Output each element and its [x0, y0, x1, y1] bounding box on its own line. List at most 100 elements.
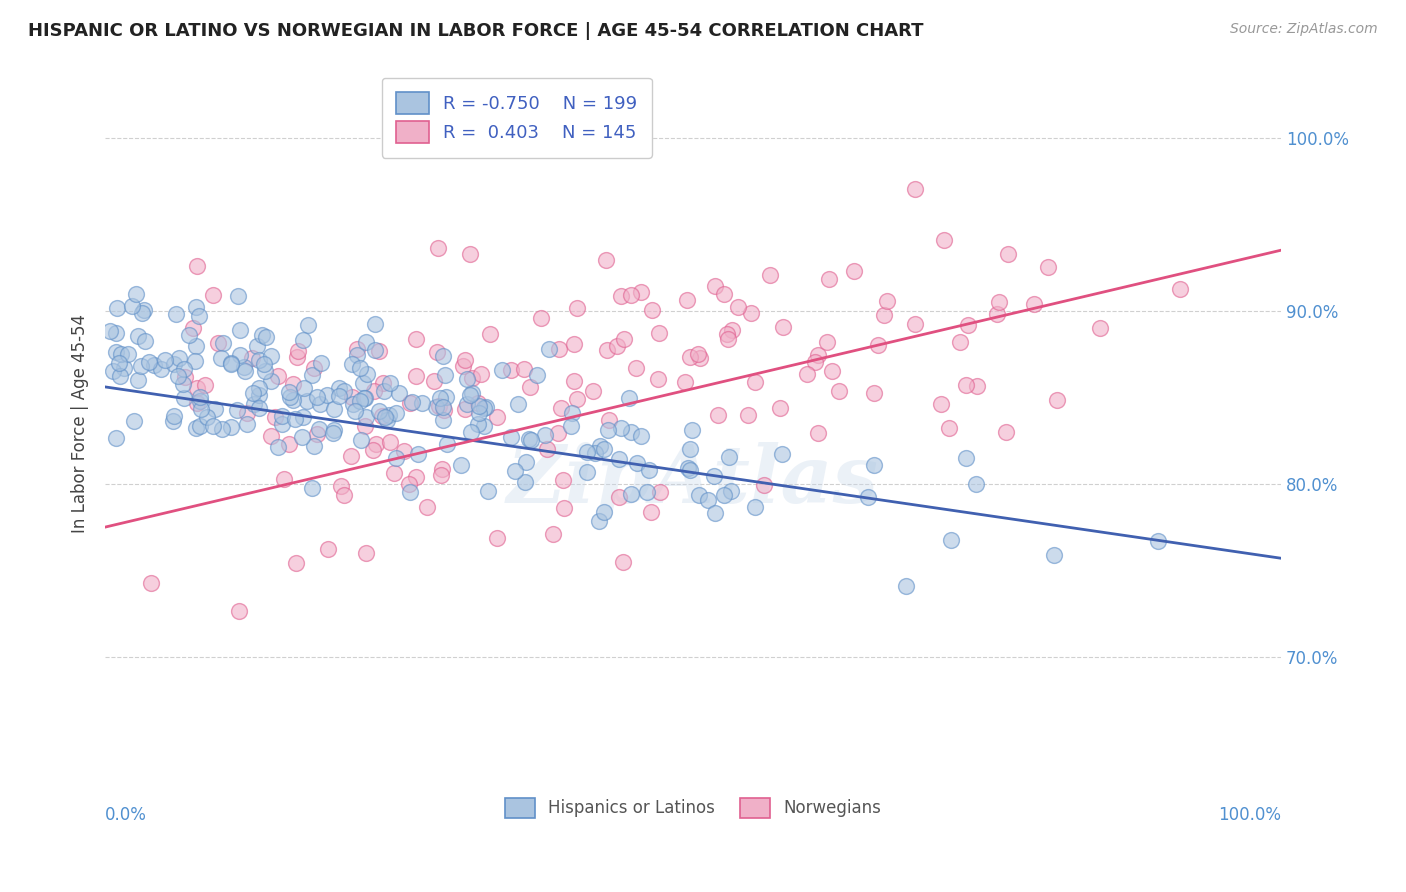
Point: [186, 381, 208, 395]
Point: [188, 390, 211, 404]
Point: [472, 401, 495, 416]
Point: [828, 384, 851, 398]
Point: [363, 384, 385, 398]
Point: [129, 359, 152, 374]
Point: [105, 301, 128, 315]
Point: [863, 458, 886, 472]
Point: [876, 294, 898, 309]
Point: [207, 335, 229, 350]
Point: [681, 423, 703, 437]
Point: [110, 368, 132, 383]
Point: [291, 430, 314, 444]
Point: [405, 332, 427, 346]
Point: [247, 353, 270, 368]
Point: [173, 391, 195, 405]
Point: [582, 384, 605, 399]
Point: [567, 392, 589, 406]
Point: [328, 389, 350, 403]
Point: [803, 355, 825, 369]
Point: [318, 542, 340, 557]
Point: [271, 417, 294, 432]
Point: [328, 381, 350, 395]
Point: [727, 301, 749, 315]
Point: [371, 376, 394, 391]
Point: [863, 385, 886, 400]
Text: Source: ZipAtlas.com: Source: ZipAtlas.com: [1230, 22, 1378, 37]
Point: [620, 287, 643, 301]
Point: [107, 356, 129, 370]
Point: [204, 401, 226, 416]
Point: [349, 361, 371, 376]
Point: [287, 343, 309, 358]
Point: [759, 268, 782, 283]
Point: [541, 527, 564, 541]
Point: [856, 490, 879, 504]
Point: [284, 411, 307, 425]
Point: [98, 325, 121, 339]
Text: ZipAtlas: ZipAtlas: [508, 442, 879, 519]
Point: [436, 436, 458, 450]
Point: [339, 449, 361, 463]
Point: [426, 345, 449, 359]
Point: [247, 401, 270, 415]
Point: [499, 363, 522, 377]
Point: [250, 328, 273, 343]
Point: [678, 461, 700, 475]
Point: [105, 344, 128, 359]
Point: [110, 347, 132, 361]
Point: [346, 348, 368, 362]
Point: [451, 359, 474, 374]
Point: [519, 433, 541, 447]
Point: [637, 463, 659, 477]
Point: [576, 445, 599, 459]
Point: [596, 423, 619, 437]
Point: [1168, 282, 1191, 296]
Point: [598, 413, 620, 427]
Point: [236, 417, 259, 432]
Point: [454, 402, 477, 417]
Point: [1146, 533, 1168, 548]
Point: [1088, 321, 1111, 335]
Point: [378, 376, 401, 390]
Point: [305, 390, 328, 404]
Point: [676, 293, 699, 307]
Point: [271, 409, 294, 424]
Point: [104, 431, 127, 445]
Point: [267, 368, 290, 383]
Point: [401, 395, 423, 409]
Point: [479, 326, 502, 341]
Point: [821, 364, 844, 378]
Point: [995, 425, 1018, 439]
Point: [163, 357, 186, 371]
Point: [617, 392, 640, 406]
Point: [194, 377, 217, 392]
Point: [342, 397, 364, 411]
Point: [219, 357, 242, 371]
Point: [305, 426, 328, 441]
Point: [425, 401, 447, 415]
Point: [433, 403, 456, 417]
Point: [929, 397, 952, 411]
Point: [679, 351, 702, 365]
Point: [486, 410, 509, 425]
Point: [423, 374, 446, 388]
Point: [515, 455, 537, 469]
Point: [894, 579, 917, 593]
Point: [450, 458, 472, 472]
Point: [703, 469, 725, 483]
Point: [349, 393, 371, 408]
Point: [955, 451, 977, 466]
Point: [583, 446, 606, 460]
Point: [519, 380, 541, 394]
Point: [167, 351, 190, 365]
Point: [605, 339, 627, 353]
Point: [388, 386, 411, 401]
Point: [461, 385, 484, 400]
Point: [620, 425, 643, 439]
Point: [301, 368, 323, 382]
Point: [679, 442, 702, 456]
Point: [737, 408, 759, 422]
Point: [454, 352, 477, 367]
Point: [1038, 260, 1060, 274]
Point: [221, 420, 243, 434]
